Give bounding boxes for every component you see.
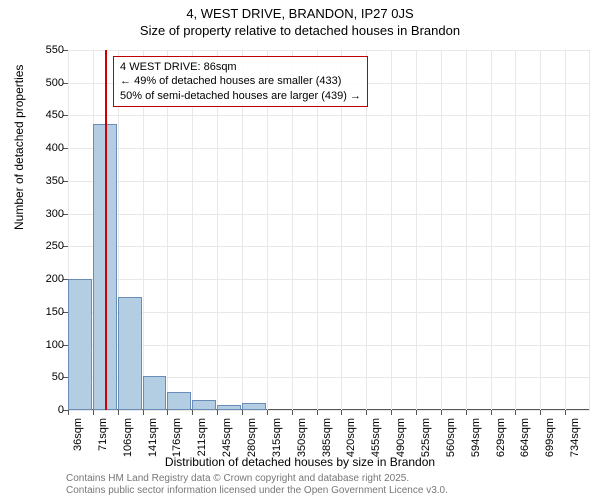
x-tick-label: 385sqm — [321, 418, 333, 462]
x-tick-label: 106sqm — [122, 418, 134, 462]
x-tick-mark — [441, 410, 442, 415]
y-tick-label: 250 — [46, 240, 64, 252]
y-tick-label: 350 — [46, 175, 64, 187]
grid-line-h — [68, 345, 590, 346]
x-tick-mark — [242, 410, 243, 415]
x-tick-label: 560sqm — [445, 418, 457, 462]
x-tick-label: 245sqm — [221, 418, 233, 462]
chart-title-main: 4, WEST DRIVE, BRANDON, IP27 0JS — [0, 0, 600, 21]
grid-line-v — [491, 50, 492, 410]
y-axis-label: Number of detached properties — [12, 65, 26, 230]
grid-line-v — [540, 50, 541, 410]
grid-line-v — [441, 50, 442, 410]
x-tick-mark — [341, 410, 342, 415]
x-tick-mark — [466, 410, 467, 415]
x-tick-label: 211sqm — [196, 418, 208, 462]
x-tick-label: 315sqm — [271, 418, 283, 462]
x-tick-mark — [68, 410, 69, 415]
x-tick-mark — [118, 410, 119, 415]
histogram-bar — [242, 403, 266, 410]
x-tick-label: 455sqm — [370, 418, 382, 462]
grid-line-h — [68, 279, 590, 280]
histogram-bar — [118, 297, 142, 410]
grid-line-h — [68, 312, 590, 313]
chart-container: 4, WEST DRIVE, BRANDON, IP27 0JS Size of… — [0, 0, 600, 500]
x-tick-label: 699sqm — [544, 418, 556, 462]
histogram-bar — [143, 376, 167, 410]
grid-line-h — [68, 410, 590, 411]
grid-line-h — [68, 115, 590, 116]
x-tick-label: 594sqm — [470, 418, 482, 462]
x-tick-label: 36sqm — [72, 418, 84, 462]
x-tick-label: 525sqm — [420, 418, 432, 462]
grid-line-h — [68, 246, 590, 247]
x-tick-label: 664sqm — [519, 418, 531, 462]
y-tick-label: 200 — [46, 273, 64, 285]
grid-line-h — [68, 50, 590, 51]
info-line: ← 49% of detached houses are smaller (43… — [120, 74, 361, 88]
info-line: 50% of semi-detached houses are larger (… — [120, 89, 361, 103]
grid-line-v — [515, 50, 516, 410]
y-tick-label: 550 — [46, 44, 64, 56]
histogram-bar — [217, 405, 241, 410]
grid-line-v — [466, 50, 467, 410]
grid-line-v — [391, 50, 392, 410]
x-tick-mark — [93, 410, 94, 415]
grid-line-h — [68, 181, 590, 182]
x-tick-mark — [192, 410, 193, 415]
y-tick-label: 450 — [46, 109, 64, 121]
x-tick-mark — [143, 410, 144, 415]
x-tick-mark — [317, 410, 318, 415]
footer-line-1: Contains HM Land Registry data © Crown c… — [66, 473, 409, 486]
x-tick-mark — [515, 410, 516, 415]
x-tick-mark — [416, 410, 417, 415]
x-tick-label: 176sqm — [171, 418, 183, 462]
y-tick-label: 400 — [46, 142, 64, 154]
grid-line-v — [589, 50, 590, 410]
x-tick-label: 734sqm — [569, 418, 581, 462]
grid-line-h — [68, 214, 590, 215]
y-tick-label: 500 — [46, 77, 64, 89]
grid-line-v — [416, 50, 417, 410]
y-tick-label: 150 — [46, 306, 64, 318]
x-tick-mark — [366, 410, 367, 415]
x-tick-mark — [491, 410, 492, 415]
x-tick-mark — [167, 410, 168, 415]
info-line: 4 WEST DRIVE: 86sqm — [120, 60, 361, 74]
chart-title-sub: Size of property relative to detached ho… — [0, 21, 600, 38]
x-tick-label: 141sqm — [147, 418, 159, 462]
histogram-bar — [68, 279, 92, 410]
x-tick-mark — [267, 410, 268, 415]
x-tick-label: 350sqm — [296, 418, 308, 462]
plot-area: 4 WEST DRIVE: 86sqm← 49% of detached hou… — [68, 50, 590, 410]
info-box: 4 WEST DRIVE: 86sqm← 49% of detached hou… — [113, 56, 368, 107]
x-tick-mark — [391, 410, 392, 415]
y-tick-label: 0 — [58, 404, 64, 416]
grid-line-h — [68, 148, 590, 149]
y-tick-label: 300 — [46, 208, 64, 220]
x-tick-mark — [565, 410, 566, 415]
x-tick-label: 490sqm — [395, 418, 407, 462]
x-tick-mark — [292, 410, 293, 415]
footer-line-2: Contains public sector information licen… — [66, 485, 448, 498]
histogram-bar — [167, 392, 191, 410]
x-tick-mark — [540, 410, 541, 415]
x-tick-label: 71sqm — [97, 418, 109, 462]
grid-line-v — [565, 50, 566, 410]
x-tick-label: 420sqm — [345, 418, 357, 462]
x-tick-mark — [217, 410, 218, 415]
y-tick-label: 50 — [52, 371, 64, 383]
x-tick-label: 629sqm — [495, 418, 507, 462]
y-tick-label: 100 — [46, 339, 64, 351]
marker-line — [105, 50, 107, 410]
histogram-bar — [192, 400, 216, 410]
x-tick-label: 280sqm — [246, 418, 258, 462]
